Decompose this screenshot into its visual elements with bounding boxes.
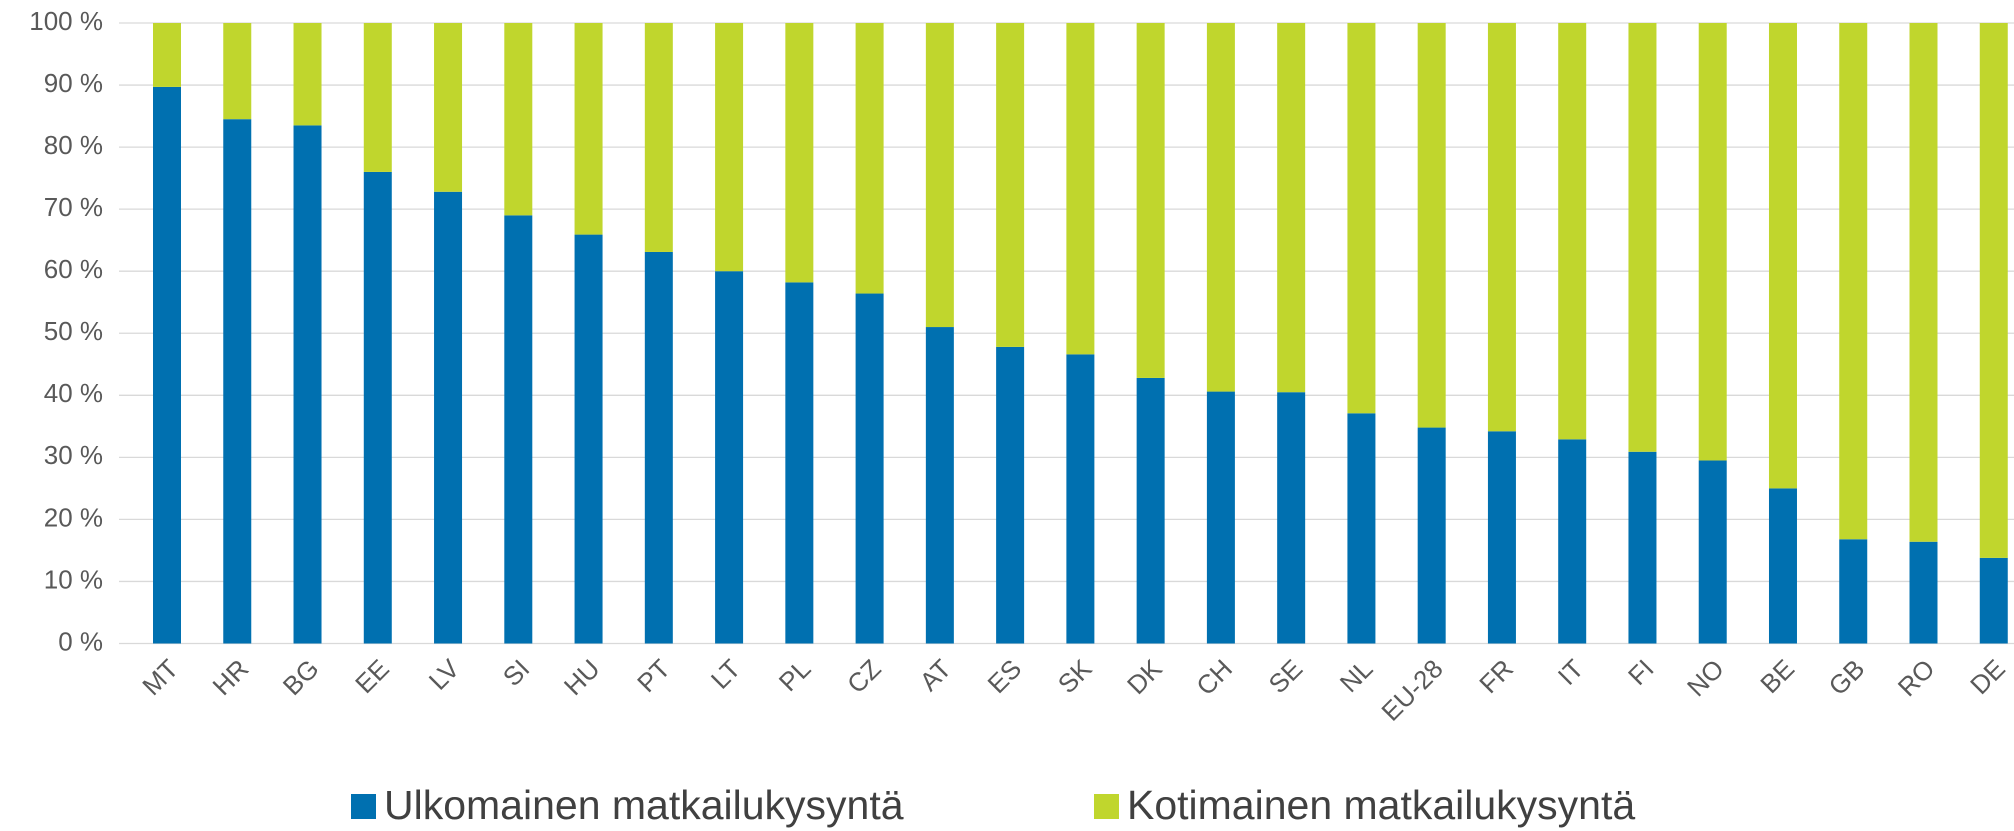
x-tick-label: DK [1121, 653, 1168, 700]
bar-segment [1768, 488, 1797, 644]
x-tick-label: NO [1681, 653, 1730, 702]
legend-label: Ulkomainen matkailukysyntä [384, 782, 904, 828]
x-tick-label: BE [1754, 653, 1800, 699]
bar-segment [1839, 539, 1868, 644]
bar-segment [1909, 541, 1938, 644]
bar-segment [1558, 23, 1587, 440]
bar-segment [644, 251, 673, 644]
x-tick-label: SK [1052, 653, 1098, 699]
x-tick-label: NL [1334, 653, 1379, 698]
bar-segment [1979, 557, 2008, 644]
bar-segment [1698, 23, 1727, 461]
x-tick-label: FR [1473, 653, 1519, 699]
x-tick-label: PT [631, 653, 676, 698]
y-tick-label: 100 % [29, 6, 103, 36]
x-tick-label: GB [1823, 653, 1871, 701]
bar-segment [153, 23, 181, 87]
bar-segment [1417, 427, 1446, 644]
bar-segment [504, 215, 533, 644]
x-tick-label: LV [423, 653, 466, 696]
bar-segment [1277, 392, 1306, 644]
bar-segment [223, 119, 252, 644]
bar-segment [363, 171, 392, 644]
bar-segment [153, 86, 181, 644]
bar-segment [715, 23, 744, 272]
bar-segment [434, 23, 463, 192]
bar-segment [1206, 23, 1235, 392]
bar-segment [1417, 23, 1446, 428]
y-tick-label: 40 % [44, 378, 103, 408]
bar-segment [996, 23, 1025, 347]
bar-segment [1628, 451, 1657, 644]
bar-segment [293, 125, 322, 644]
x-tick-label: FI [1622, 653, 1660, 691]
x-tick-label: CZ [841, 653, 887, 699]
bar-segment [1066, 354, 1095, 644]
x-tick-label: AT [914, 653, 957, 696]
y-tick-label: 50 % [44, 316, 103, 346]
y-tick-label: 0 % [58, 626, 103, 656]
x-tick-label: SE [1263, 653, 1309, 699]
x-tick-label: HU [558, 653, 606, 701]
y-tick-label: 30 % [44, 440, 103, 470]
bar-segment [1206, 391, 1235, 644]
bar-segment [925, 327, 954, 644]
bar-segment [1839, 23, 1868, 540]
y-tick-label: 90 % [44, 68, 103, 98]
legend-label: Kotimainen matkailukysyntä [1127, 782, 1635, 828]
bar-segment [855, 293, 884, 644]
x-tick-label: HR [207, 653, 255, 701]
bar-segment [1558, 439, 1587, 644]
bar-segment [1347, 413, 1376, 644]
y-tick-label: 70 % [44, 192, 103, 222]
bar-segment [1136, 377, 1165, 644]
bar-segment [1768, 23, 1797, 489]
x-tick-label: EE [349, 653, 395, 699]
x-tick-label: PL [773, 653, 817, 697]
bar-segment [855, 23, 884, 294]
bar-segment [223, 23, 252, 120]
bar-segment [996, 346, 1025, 644]
bar-segment [925, 23, 954, 328]
legend-swatch [1094, 794, 1119, 819]
bar-segment [504, 23, 533, 216]
bar-segment [1909, 23, 1938, 542]
bar-segment [293, 23, 322, 126]
bar-segment [1066, 23, 1095, 355]
x-tick-label: BG [277, 653, 325, 701]
bar-segment [1136, 23, 1165, 378]
y-tick-label: 20 % [44, 502, 103, 532]
y-tick-label: 10 % [44, 564, 103, 594]
bar-segment [644, 23, 673, 252]
x-tick-label: SI [497, 653, 536, 692]
x-tick-label: CH [1190, 653, 1238, 701]
bar-segment [1487, 431, 1516, 644]
bar-segment [434, 191, 463, 644]
x-tick-label: EU-28 [1375, 653, 1448, 726]
y-tick-label: 60 % [44, 254, 103, 284]
bar-segment [715, 271, 744, 644]
bar-segment [574, 234, 603, 644]
x-tick-label: RO [1892, 653, 1941, 702]
bar-segment [1698, 460, 1727, 644]
bar-segment [1979, 23, 2008, 558]
bar-segment [785, 23, 814, 283]
x-tick-label: MT [136, 653, 184, 701]
bar-segment [574, 23, 603, 235]
bar-segment [1628, 23, 1657, 452]
y-tick-label: 80 % [44, 130, 103, 160]
bar-segment [1487, 23, 1516, 432]
bar-segment [1277, 23, 1306, 393]
bar-segment [363, 23, 392, 172]
legend-swatch [351, 794, 376, 819]
x-tick-label: IT [1552, 653, 1590, 691]
x-tick-label: DE [1964, 653, 2011, 700]
x-tick-label: LT [705, 653, 746, 694]
bar-segment [785, 282, 814, 644]
x-tick-label: ES [981, 653, 1027, 699]
bar-segment [1347, 23, 1376, 414]
